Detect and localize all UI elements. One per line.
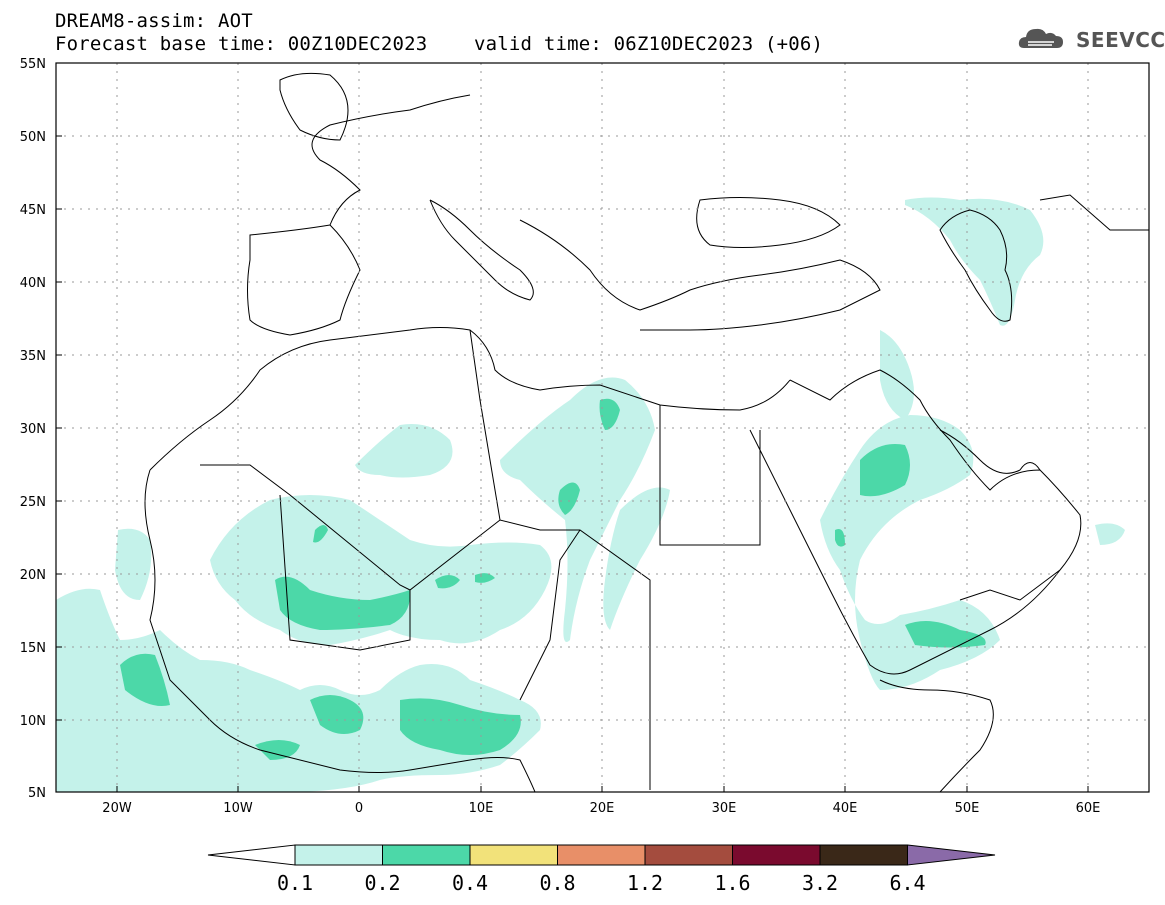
lon-label: 10E	[469, 801, 494, 816]
colorbar-bin	[557, 844, 646, 866]
lat-label: 35N	[20, 349, 46, 364]
colorbar-under-arrow	[207, 844, 296, 866]
axis-ticks	[56, 62, 1089, 793]
colorbar-label: 0.8	[539, 871, 575, 895]
colorbar-label: 3.2	[802, 871, 838, 895]
lon-label: 10W	[223, 801, 253, 816]
colorbar-over-arrow	[907, 844, 996, 866]
aot-level-0.2	[120, 398, 986, 760]
colorbar-bin	[469, 844, 558, 866]
lat-label: 55N	[20, 57, 46, 72]
aot-fields	[56, 197, 1125, 792]
lat-label: 20N	[20, 568, 46, 583]
colorbar-label: 0.2	[364, 871, 400, 895]
lat-label: 30N	[20, 422, 46, 437]
colorbar-label: 1.6	[714, 871, 750, 895]
lat-label: 40N	[20, 276, 46, 291]
lat-label: 25N	[20, 495, 46, 510]
colorbar-label: 6.4	[889, 871, 925, 895]
lat-label: 10N	[20, 714, 46, 729]
seevccc-logo: SEEVCCC	[1016, 22, 1165, 56]
cloud-icon	[1018, 28, 1063, 48]
lat-label: 5N	[28, 786, 46, 801]
lon-label: 20E	[590, 801, 615, 816]
colorbar-label: 0.1	[277, 871, 313, 895]
map-title: DREAM8-assim: AOT	[55, 10, 253, 32]
colorbar-label: 0.4	[452, 871, 488, 895]
logo-text: SEEVCCC	[1076, 28, 1165, 52]
colorbar-labels: 0.1 0.2 0.4 0.8 1.2 1.6 3.2 6.4	[277, 871, 926, 895]
colorbar-bin	[819, 844, 908, 866]
colorbar-bin	[644, 844, 733, 866]
coastlines	[144, 72, 1149, 792]
forecast-time-line: Forecast base time: 00Z10DEC2023 valid t…	[55, 33, 824, 55]
lon-label: 0	[355, 801, 363, 816]
lon-label: 40E	[833, 801, 858, 816]
aot-level-0.1	[56, 197, 1125, 792]
lat-label: 50N	[20, 130, 46, 145]
lat-label: 45N	[20, 203, 46, 218]
lon-label: 50E	[955, 801, 980, 816]
lon-label: 60E	[1076, 801, 1101, 816]
colorbar-bin	[732, 844, 821, 866]
colorbar-bin	[382, 844, 471, 866]
lon-label: 20W	[102, 801, 132, 816]
grid	[56, 63, 1149, 792]
colorbar-bin	[294, 844, 383, 866]
colorbar	[207, 844, 996, 866]
longitude-labels: 20W 10W 0 10E 20E 30E 40E 50E 60E	[102, 801, 1100, 816]
colorbar-label: 1.2	[627, 871, 663, 895]
latitude-labels: 55N 50N 45N 40N 35N 30N 25N 20N 15N 10N …	[20, 57, 46, 801]
lat-label: 15N	[20, 641, 46, 656]
lon-label: 30E	[712, 801, 737, 816]
